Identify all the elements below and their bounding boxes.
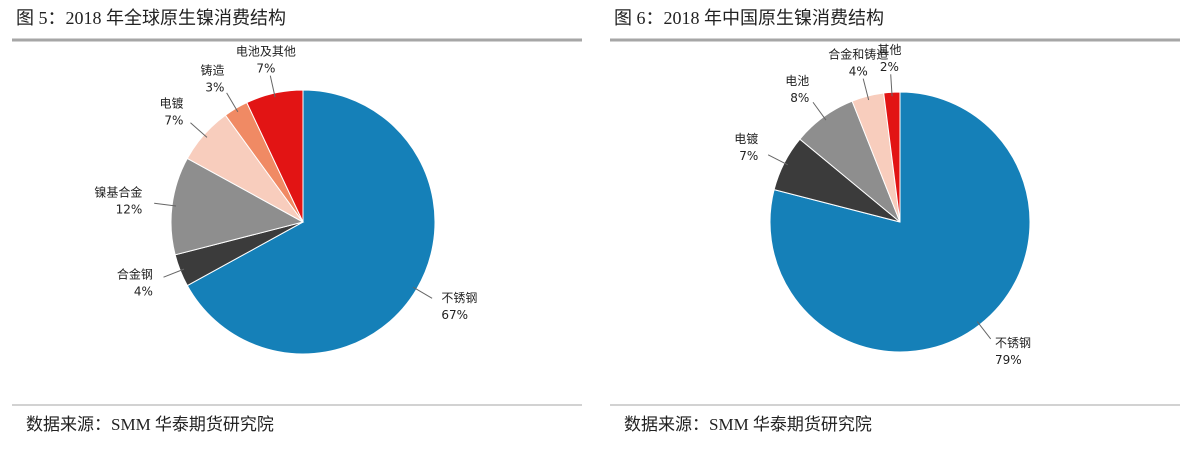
- leader-line: [226, 92, 239, 113]
- slice-label: 电池: [785, 74, 809, 88]
- chart-title: 图 6：2018 年中国原生镍消费结构: [614, 8, 884, 28]
- slice-value: 4%: [134, 285, 153, 299]
- leader-line: [890, 74, 893, 97]
- slice-value: 67%: [441, 308, 468, 322]
- slice-value: 8%: [790, 91, 809, 105]
- source-note: 数据来源：SMM 华泰期货研究院: [26, 415, 274, 434]
- slice-label: 铸造: [200, 63, 224, 78]
- leader-line: [767, 154, 788, 166]
- slice-value: 7%: [164, 114, 183, 128]
- leader-line: [812, 101, 827, 121]
- slice-value: 7%: [256, 61, 275, 75]
- slice-value: 79%: [995, 353, 1022, 367]
- slice-value: 4%: [849, 65, 868, 79]
- slice-label: 电镀: [734, 132, 758, 146]
- slice-label: 其他: [877, 43, 901, 57]
- leader-line: [163, 268, 185, 278]
- chart-title: 图 5：2018 年全球原生镍消费结构: [16, 8, 286, 28]
- leader-line: [976, 321, 992, 340]
- leader-line: [412, 286, 433, 299]
- slice-label: 电镀: [159, 97, 183, 111]
- slice-value: 3%: [205, 81, 224, 95]
- slice-label: 合金钢: [117, 267, 153, 282]
- slice-label: 不锈钢: [441, 291, 477, 305]
- leader-line: [862, 78, 870, 101]
- leader-line: [269, 75, 276, 98]
- slice-label: 电池及其他: [236, 44, 296, 58]
- slice-value: 7%: [739, 149, 758, 163]
- leader-line: [190, 122, 208, 138]
- slice-label: 合金和铸造: [828, 47, 888, 62]
- slice-value: 12%: [116, 203, 143, 217]
- source-note: 数据来源：SMM 华泰期货研究院: [624, 415, 872, 434]
- leader-line: [154, 202, 177, 207]
- slice-label: 不锈钢: [995, 336, 1031, 350]
- slice-value: 2%: [880, 60, 899, 74]
- slice-label: 镍基合金: [94, 185, 142, 200]
